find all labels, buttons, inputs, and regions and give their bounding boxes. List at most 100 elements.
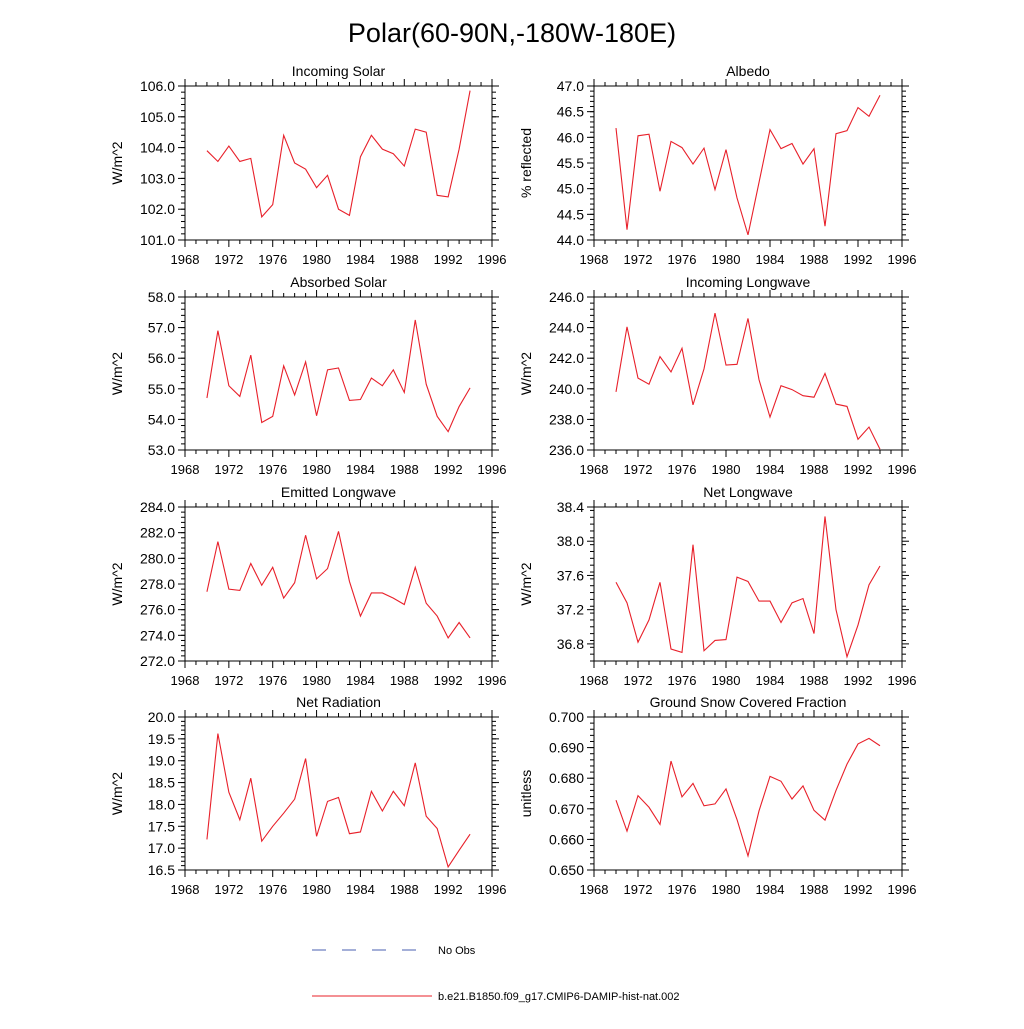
y-tick-label: 0.700 (549, 709, 584, 725)
y-axis-label-absorbed-solar: W/m^2 (109, 352, 125, 395)
x-tick-label-1976: 1976 (258, 462, 287, 477)
panel-incoming-longwave: Incoming Longwave W/m^2 1968 1972 1976 1980 19… (518, 274, 916, 477)
x-tick-label-1992: 1992 (434, 252, 463, 267)
panel-title-incoming-longwave: Incoming Longwave (686, 274, 811, 290)
x-tick-label-1984: 1984 (756, 673, 785, 688)
x-tick-label-1984: 1984 (346, 673, 375, 688)
y-tick-label: 106.0 (140, 78, 175, 94)
figure-title: Polar(60-90N,-180W-180E) (348, 18, 676, 48)
y-tick-label: 36.8 (557, 636, 584, 652)
x-tick-label-1992: 1992 (434, 462, 463, 477)
y-axis-label-net-radiation: W/m^2 (109, 772, 125, 815)
y-tick-label: 47.0 (557, 78, 584, 94)
legend-label-model: b.e21.B1850.f09_g17.CMIP6-DAMIP-hist-nat… (438, 991, 680, 1003)
x-tick-label-1968: 1968 (171, 252, 200, 267)
y-tick-label: 244.0 (549, 320, 584, 336)
plot-frame-net-radiation (184, 716, 493, 871)
panel-title-albedo: Albedo (726, 63, 770, 79)
x-tick-label-1968: 1968 (580, 882, 609, 897)
y-tick-label: 0.690 (549, 740, 584, 756)
y-tick-label: 19.5 (148, 731, 175, 747)
x-tick-label-1992: 1992 (844, 673, 873, 688)
series-line-net-radiation (206, 733, 471, 869)
plot-frame-albedo (593, 85, 903, 241)
y-tick-label: 240.0 (549, 381, 584, 397)
x-tick-label-1972: 1972 (624, 252, 653, 267)
x-tick-label-1976: 1976 (258, 252, 287, 267)
legend-label-no-obs: No Obs (438, 945, 476, 957)
x-tick-label-1972: 1972 (624, 462, 653, 477)
x-tick-label-1984: 1984 (346, 462, 375, 477)
x-tick-label-1992: 1992 (844, 252, 873, 267)
series-line-incoming-solar (206, 90, 471, 219)
y-tick-label: 276.0 (140, 602, 175, 618)
x-tick-label-1992: 1992 (434, 882, 463, 897)
x-tick-label-1984: 1984 (756, 462, 785, 477)
y-tick-label: 104.0 (140, 140, 175, 156)
x-tick-label-1968: 1968 (580, 252, 609, 267)
y-tick-label: 58.0 (148, 289, 175, 305)
x-tick-label-1976: 1976 (258, 882, 287, 897)
x-tick-label-1988: 1988 (390, 673, 419, 688)
x-tick-label-1992: 1992 (434, 673, 463, 688)
x-tick-label-1980: 1980 (302, 252, 331, 267)
y-tick-label: 17.5 (148, 818, 175, 834)
x-tick-label-1972: 1972 (214, 462, 243, 477)
series-line-emitted-longwave (206, 531, 471, 639)
panel-title-ground-snow-covered-fraction: Ground Snow Covered Fraction (650, 694, 847, 710)
y-tick-label: 44.0 (557, 232, 584, 248)
y-tick-label: 46.5 (557, 104, 584, 120)
series-line-absorbed-solar (206, 319, 471, 433)
y-tick-label: 0.660 (549, 831, 584, 847)
y-tick-label: 0.680 (549, 770, 584, 786)
y-axis-label-emitted-longwave: W/m^2 (109, 562, 125, 605)
x-tick-label-1976: 1976 (258, 673, 287, 688)
x-tick-label-1972: 1972 (624, 673, 653, 688)
x-tick-label-1988: 1988 (390, 462, 419, 477)
panels: Incoming Solar W/m^2 1968 1972 1976 1980 1984 1… (109, 63, 916, 897)
y-tick-label: 103.0 (140, 170, 175, 186)
y-tick-label: 57.0 (148, 320, 175, 336)
panel-title-net-longwave: Net Longwave (703, 484, 793, 500)
series-line-albedo (615, 94, 881, 236)
x-tick-label-1988: 1988 (800, 882, 829, 897)
y-tick-label: 0.670 (549, 801, 584, 817)
x-tick-label-1996: 1996 (478, 882, 507, 897)
y-tick-label: 18.5 (148, 775, 175, 791)
y-axis-label-incoming-solar: W/m^2 (109, 141, 125, 184)
panel-title-incoming-solar: Incoming Solar (292, 63, 386, 79)
y-tick-label: 37.6 (557, 567, 584, 583)
x-tick-label-1992: 1992 (844, 882, 873, 897)
y-tick-label: 19.0 (148, 753, 175, 769)
y-tick-label: 20.0 (148, 709, 175, 725)
y-tick-label: 282.0 (140, 525, 175, 541)
panel-ground-snow-covered-fraction: Ground Snow Covered Fraction unitless 1968… (518, 694, 916, 897)
y-tick-label: 105.0 (140, 109, 175, 125)
x-tick-label-1996: 1996 (888, 882, 917, 897)
y-tick-label: 38.4 (557, 499, 584, 515)
y-tick-label: 17.0 (148, 840, 175, 856)
y-tick-label: 102.0 (140, 201, 175, 217)
y-axis-label-ground-snow-covered-fraction: unitless (518, 770, 534, 817)
x-tick-label-1984: 1984 (346, 882, 375, 897)
x-tick-label-1984: 1984 (346, 252, 375, 267)
x-tick-label-1996: 1996 (888, 252, 917, 267)
x-tick-label-1988: 1988 (800, 462, 829, 477)
y-tick-label: 238.0 (549, 411, 584, 427)
x-tick-label-1976: 1976 (668, 673, 697, 688)
x-tick-label-1992: 1992 (844, 462, 873, 477)
x-tick-label-1988: 1988 (800, 673, 829, 688)
x-tick-label-1980: 1980 (712, 462, 741, 477)
x-tick-label-1968: 1968 (171, 673, 200, 688)
y-tick-label: 101.0 (140, 232, 175, 248)
y-tick-label: 54.0 (148, 411, 175, 427)
plot-frame-emitted-longwave (184, 506, 493, 662)
y-tick-label: 242.0 (549, 350, 584, 366)
y-tick-label: 284.0 (140, 499, 175, 515)
panel-albedo: Albedo % reflected 1968 1972 1976 1980 1984 198… (518, 63, 916, 267)
x-tick-label-1980: 1980 (302, 673, 331, 688)
x-tick-label-1968: 1968 (171, 882, 200, 897)
x-tick-label-1976: 1976 (668, 462, 697, 477)
y-tick-label: 46.0 (557, 129, 584, 145)
panel-net-longwave: Net Longwave W/m^2 1968 1972 1976 1980 1984 198… (518, 484, 916, 688)
